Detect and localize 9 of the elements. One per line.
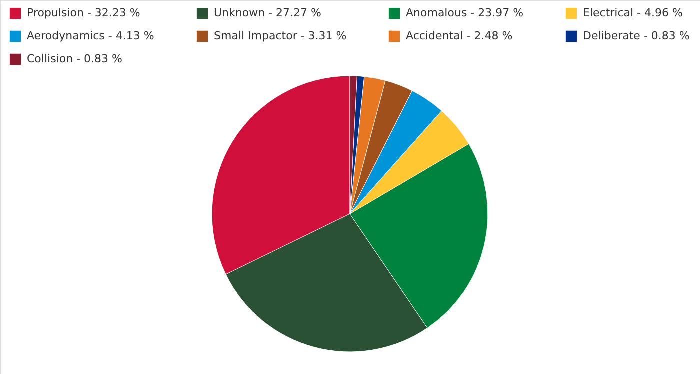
legend-label: Small Impactor - 3.31 % [214,30,347,42]
legend-label: Anomalous - 23.97 % [406,6,524,20]
legend-label: Collision - 0.83 % [27,52,122,66]
legend-label: Aerodynamics - 4.13 % [27,30,154,42]
legend-label: Propulsion - 32.23 % [27,6,140,20]
legend-label: Unknown - 27.27 % [214,6,322,20]
legend-label: Deliberate - 0.83 % [583,30,690,42]
legend-label: Accidental - 2.48 % [406,30,513,42]
legend-label: Electrical - 4.96 % [583,6,683,20]
